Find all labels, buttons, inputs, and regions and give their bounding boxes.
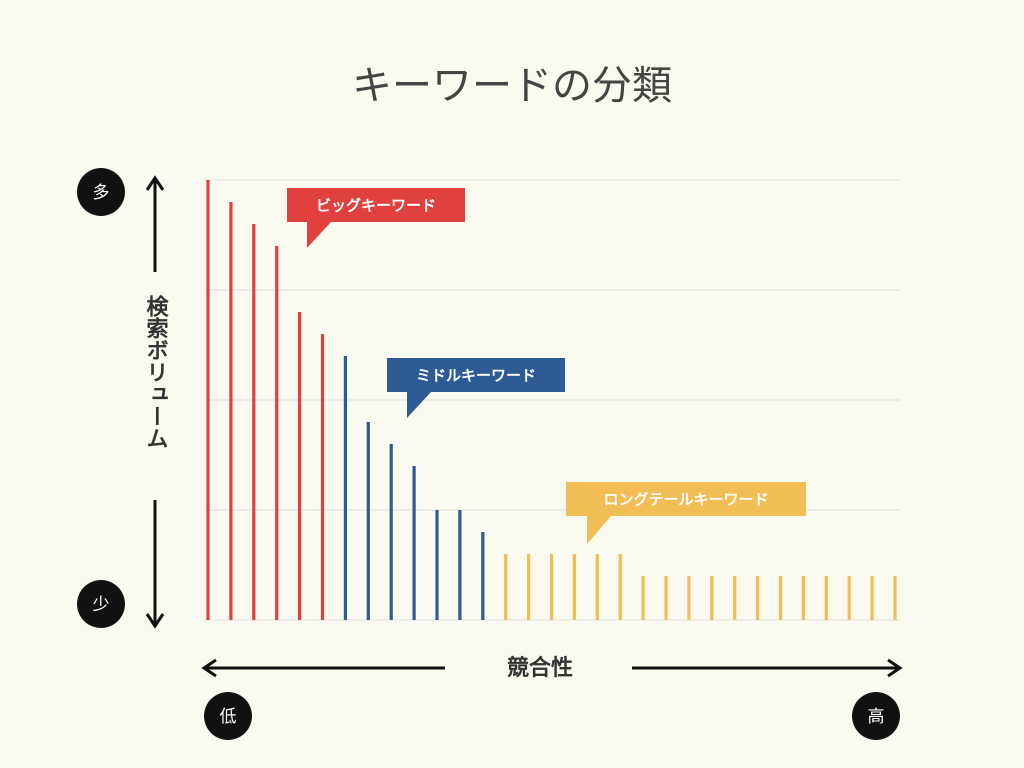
bar	[595, 554, 599, 620]
bar	[206, 180, 210, 620]
callout-box	[387, 358, 565, 418]
bar	[252, 224, 256, 620]
bar	[298, 312, 302, 620]
bar	[320, 334, 325, 620]
chart-title: キーワードの分類	[352, 63, 672, 109]
bar	[229, 202, 233, 620]
bar	[343, 356, 347, 620]
bar	[618, 554, 622, 620]
bar	[870, 576, 874, 620]
x-high-label: 高	[868, 707, 885, 727]
bar	[756, 576, 760, 620]
legend-label: ロングテールキーワード	[603, 491, 768, 509]
bar	[778, 576, 783, 620]
y-arrow-down	[145, 500, 165, 629]
badge	[77, 168, 125, 216]
legend-label: ビッグキーワード	[316, 197, 436, 215]
bar	[549, 554, 554, 620]
bar	[458, 510, 462, 620]
bar	[504, 554, 508, 620]
bar	[687, 576, 691, 620]
bar	[710, 576, 714, 620]
x-arrow-left	[201, 658, 445, 678]
badge	[204, 692, 252, 740]
bar	[527, 554, 531, 620]
bar	[801, 576, 805, 620]
y-axis-label: 検索ボリューム	[143, 295, 169, 449]
bar	[389, 444, 393, 620]
bar	[275, 246, 279, 620]
badge	[852, 692, 900, 740]
bar	[435, 510, 439, 620]
bar	[641, 576, 645, 620]
legend-label: ミドルキーワード	[416, 367, 536, 385]
bar	[847, 576, 851, 620]
callout-box	[287, 188, 465, 248]
bar	[481, 532, 485, 620]
bar	[893, 576, 897, 620]
x-arrow-right	[632, 658, 903, 678]
callout-box	[566, 482, 806, 544]
bar	[366, 422, 370, 620]
bar	[572, 554, 576, 620]
y-high-label: 多	[93, 183, 110, 203]
bar	[412, 466, 416, 620]
x-axis-label: 競合性	[507, 655, 573, 681]
bar	[824, 576, 828, 620]
bar	[733, 576, 737, 620]
y-arrow-up	[145, 175, 165, 272]
bar	[664, 576, 668, 620]
x-low-label: 低	[220, 707, 237, 727]
y-low-label: 少	[93, 595, 110, 615]
badge	[77, 580, 125, 628]
